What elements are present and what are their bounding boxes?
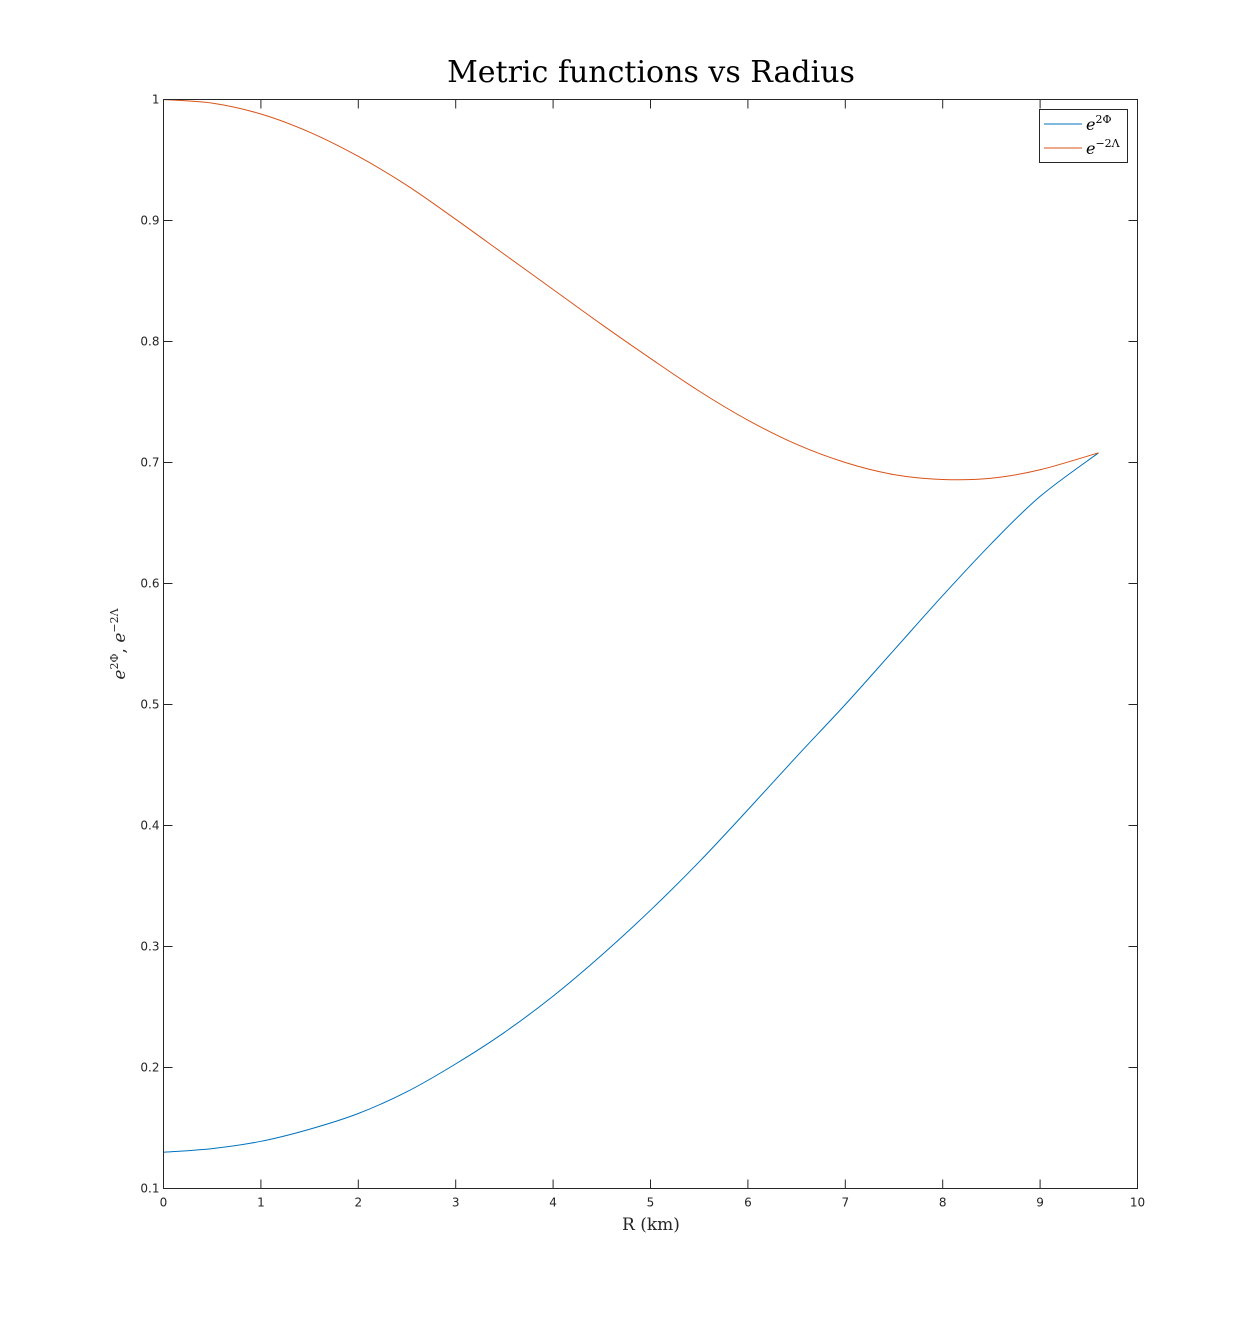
y-axis-label-base-1: e [110,670,130,680]
y-axis-label: e2Φ, e−2Λ [108,607,130,679]
y-tick-label: 1 [152,93,160,107]
y-tick-label: 0.9 [140,214,159,228]
x-tick-label: 7 [841,1196,849,1210]
y-tick-label: 0.7 [140,456,159,470]
legend: e2Φ e−2Λ [1039,109,1128,163]
y-tick-label: 0.6 [140,577,159,591]
y-tick-label: 0.5 [140,698,159,712]
legend-label-e-2lambda-sup: −2Λ [1095,137,1120,150]
series-layer [163,99,1099,1153]
x-axis-ticks: 0 1 2 3 4 5 6 7 8 9 10 [160,99,1145,1210]
x-tick-label: 6 [744,1196,752,1210]
x-tick-label: 1 [257,1196,265,1210]
x-axis-label: R (km) [622,1215,680,1235]
x-tick-label: 10 [1130,1196,1145,1210]
legend-label-e-2lambda-base: e [1086,139,1095,158]
x-tick-label: 9 [1036,1196,1044,1210]
x-tick-label: 8 [939,1196,947,1210]
x-tick-label: 2 [354,1196,362,1210]
legend-label-e2phi-base: e [1086,115,1095,134]
y-tick-label: 0.3 [140,940,159,954]
chart-title: Metric functions vs Radius [447,55,855,90]
y-tick-label: 0.1 [140,1182,159,1196]
y-tick-label: 0.8 [140,335,159,349]
x-tick-label: 3 [452,1196,460,1210]
legend-label-e2phi: e2Φ [1086,113,1112,134]
series-line-0 [163,452,1099,1153]
y-axis-ticks: 0.1 0.2 0.3 0.4 0.5 0.6 0.7 0.8 0.9 1 [140,93,1138,1196]
x-tick-label: 5 [647,1196,655,1210]
y-axis-label-sep: , [110,643,130,654]
x-tick-label: 4 [549,1196,557,1210]
legend-label-e2phi-sup: 2Φ [1095,113,1111,126]
plot-area [163,99,1138,1189]
y-tick-label: 0.4 [140,819,159,833]
legend-box [1039,109,1128,163]
legend-label-e-2lambda: e−2Λ [1086,137,1121,158]
series-line-1 [163,99,1099,481]
y-axis-label-sup-1: 2Φ [108,653,121,669]
y-axis-label-base-2: e [110,633,130,643]
x-tick-label: 0 [160,1196,168,1210]
y-axis-label-sup-2: −2Λ [108,607,121,632]
y-tick-label: 0.2 [140,1061,159,1075]
